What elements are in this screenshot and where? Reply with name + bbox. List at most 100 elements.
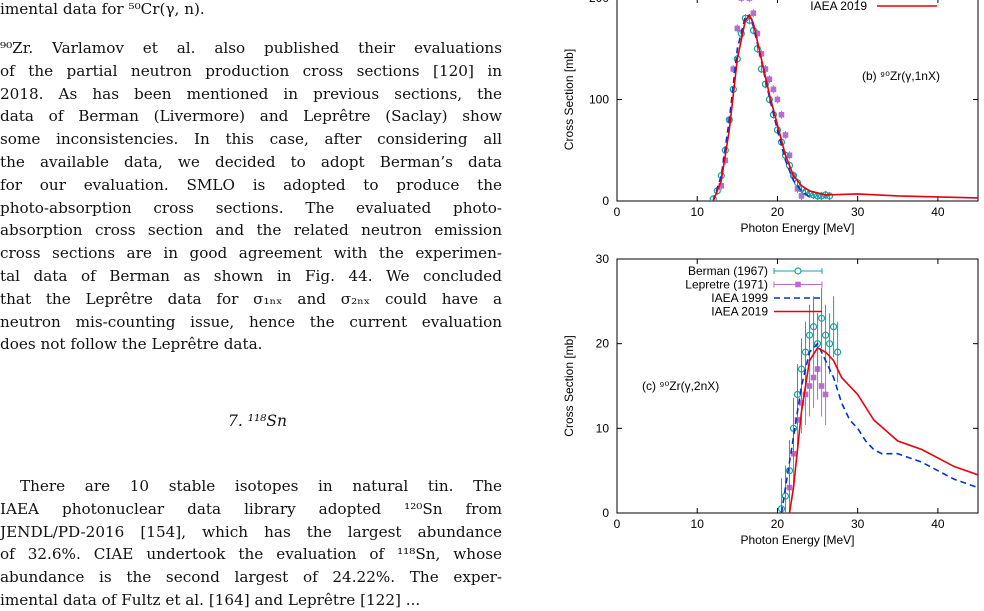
data-point-circle [805, 331, 814, 339]
section-title: 7. ¹¹⁸Sn [228, 412, 287, 430]
y-tick-label: 10 [596, 421, 610, 435]
data-point-square [766, 76, 773, 82]
para1-line: photo-absorption cross sections. The eva… [0, 198, 502, 217]
data-point-square [822, 391, 829, 398]
data-point-circle [789, 424, 798, 432]
y-tick-label: 0 [602, 506, 609, 520]
series-line-2 [780, 342, 978, 513]
data-point-circle [809, 323, 818, 331]
data-point-square [818, 383, 825, 389]
x-tick-label: 20 [771, 205, 785, 219]
data-point-circle [825, 340, 834, 348]
para1-line: the available data, we decided to adopt … [0, 153, 502, 171]
plot-frame [616, 258, 979, 514]
legend-label: IAEA 1999 [711, 291, 768, 305]
para1-line: ⁹⁰Zr. Varlamov et al. also published the… [0, 39, 502, 57]
legend-label-iaea-2019: IAEA 2019 [810, 0, 867, 13]
data-point-square [758, 51, 765, 57]
x-axis-label: Photon Energy [MeV] [740, 533, 854, 547]
data-point-square [770, 86, 777, 93]
data-point-circle [801, 348, 810, 356]
x-tick-label: 10 [691, 205, 705, 219]
para1-line: neutron mis-counting issue, hence the cu… [0, 312, 502, 331]
x-tick-label: 0 [614, 205, 621, 219]
plot-area [709, 0, 978, 201]
y-tick-label: 0 [602, 194, 609, 208]
y-tick-label: 30 [596, 252, 610, 266]
data-point-circle [781, 492, 790, 500]
plot-area [777, 287, 978, 513]
para1-line: some inconsistencies. In this case, afte… [0, 130, 502, 149]
series-line-3 [788, 346, 978, 513]
para1-line: data of Berman (Livermore) and Leprêtre … [0, 107, 502, 126]
x-tick-label: 20 [771, 517, 785, 531]
para1-line: cross sections are in good agreement wit… [0, 244, 502, 263]
legend-swatch-marker [794, 267, 802, 275]
data-point-square [774, 96, 781, 103]
para1-line: for our evaluation. SMLO is adopted to p… [0, 175, 502, 194]
para1-line: that the Leprêtre data for σ₁ₙₓ and σ₂ₙₓ… [0, 289, 502, 308]
para2-line: JENDL/PD-2016 [154], which has the large… [0, 522, 502, 541]
y-tick-label: 20 [596, 337, 610, 351]
y-tick-label: 100 [589, 93, 609, 107]
para2-line: IAEA photonuclear data library adopted ¹… [0, 499, 502, 518]
data-point-circle [834, 348, 842, 356]
data-point-square [754, 30, 761, 37]
para2-line: abundance is the second largest of 24.22… [0, 568, 502, 587]
data-point-circle [813, 340, 822, 348]
x-tick-label: 30 [851, 517, 865, 531]
para2-line: of 32.6%. CIAE undertook the evaluation … [0, 545, 502, 564]
series-line-0 [712, 13, 978, 201]
data-point-square [738, 0, 745, 1]
data-point-circle [785, 467, 794, 475]
plot-frame [616, 0, 979, 202]
data-point-circle [797, 365, 806, 373]
legend-label: Berman (1967) [688, 264, 768, 278]
y-axis-label: Cross Section [mb] [562, 335, 576, 436]
legend-label: Lepretre (1971) [685, 278, 768, 292]
data-point-square [794, 186, 801, 192]
para2-line: There are 10 stable isotopes in natural … [20, 477, 502, 495]
x-tick-label: 30 [851, 205, 865, 219]
data-point-square [798, 193, 805, 199]
data-point-square [778, 111, 785, 118]
data-point-square [750, 10, 757, 17]
data-point-circle [817, 192, 826, 200]
data-point-circle [829, 323, 838, 331]
para1-line: tal data of Berman as shown in Fig. 44. … [0, 267, 502, 285]
data-point-circle [825, 192, 834, 200]
chart-panel-c: 0 10 20 30 40 0 10 20 30 Photon Energy [MeV] Cross… [562, 252, 979, 547]
data-point-square [798, 400, 805, 406]
y-axis-label: Cross Section [mb] [562, 49, 576, 150]
x-axis-label: Photon Energy [MeV] [740, 221, 854, 235]
data-point-square [718, 182, 725, 189]
data-point-square [782, 132, 789, 138]
top-fragment: imental data for ⁵⁰Cr(γ, n). [0, 0, 205, 18]
para1-line: absorption cross section and the related… [0, 221, 502, 240]
legend-swatch-marker [795, 281, 801, 288]
x-tick-label: 40 [931, 205, 945, 219]
panel-label: (c) ⁹⁰Zr(γ,2nX) [642, 379, 719, 393]
data-point-square [810, 374, 817, 381]
data-point-square [802, 391, 809, 398]
data-point-circle [709, 195, 717, 201]
x-tick-label: 10 [691, 517, 705, 531]
data-point-circle [821, 331, 830, 339]
para1-line: of the partial neutron production cross … [0, 61, 502, 80]
data-point-circle [817, 314, 826, 322]
data-point-square [730, 66, 737, 72]
data-point-square [806, 383, 813, 389]
data-point-square [734, 25, 741, 32]
data-point-square [786, 152, 793, 159]
x-tick-label: 0 [614, 517, 621, 531]
panel-label: (b) ⁹⁰Zr(γ,1nX) [862, 69, 940, 83]
chart-panel-b: 0 10 20 30 40 0 100 200 Photon Energy [MeV] Cross… [562, 0, 979, 235]
legend-label: IAEA 2019 [711, 305, 768, 319]
data-point-square [746, 0, 753, 1]
data-point-square [762, 66, 769, 72]
para1-line: does not follow the Leprêtre data. [0, 335, 263, 354]
y-tick-label: 200 [589, 0, 609, 5]
x-tick-label: 40 [931, 517, 945, 531]
para1-line: 2018. As has been mentioned in previous … [0, 84, 502, 103]
